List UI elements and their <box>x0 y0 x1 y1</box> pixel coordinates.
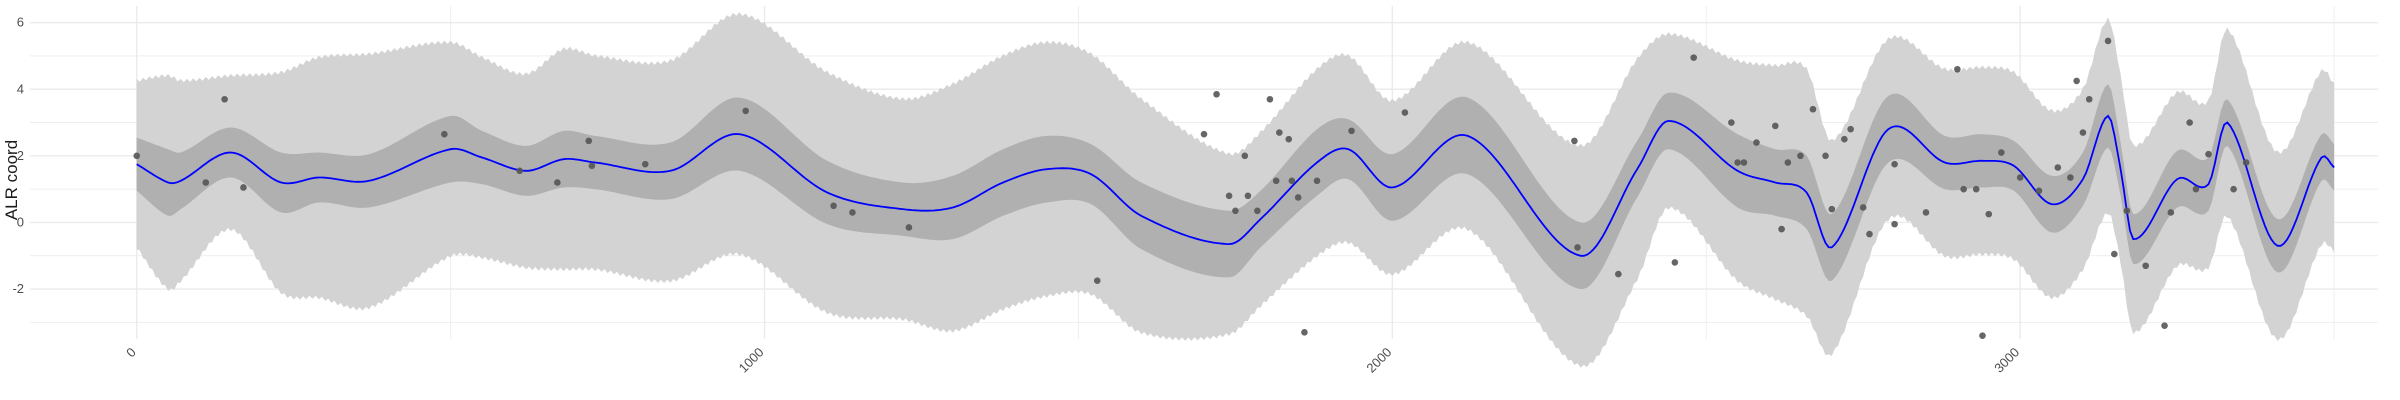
observation-point <box>1093 277 1101 285</box>
observation-point <box>1998 149 2005 156</box>
observation-point <box>2079 129 2087 136</box>
observation-point <box>585 137 593 145</box>
observation-point <box>1859 204 1867 211</box>
observation-point <box>240 184 247 191</box>
observation-point <box>1288 177 1296 185</box>
x-tick-label: 2000 <box>1363 345 1394 376</box>
y-tick-label: 6 <box>17 15 24 30</box>
observation-point <box>2167 209 2175 216</box>
observation-point <box>641 160 649 168</box>
observation-point <box>1301 329 1308 336</box>
observation-point <box>1891 160 1898 168</box>
observation-point <box>1734 159 1741 166</box>
observation-point <box>1313 177 1321 185</box>
observation-point <box>1809 105 1817 113</box>
observation-point <box>1294 194 1302 201</box>
observation-point <box>1740 159 1748 166</box>
observation-point <box>1728 119 1735 126</box>
y-tick-label: 4 <box>17 81 24 96</box>
observation-point <box>2230 185 2237 193</box>
observation-point <box>2054 164 2062 171</box>
x-tick-label: 1000 <box>736 345 767 376</box>
observation-point <box>1891 220 1898 228</box>
y-axis-title: ALR coord <box>2 140 21 220</box>
observation-point <box>1841 135 1848 143</box>
observation-point <box>849 209 856 216</box>
observation-point <box>1922 209 1930 216</box>
observation-point <box>588 162 596 170</box>
mean-line <box>136 114 2335 257</box>
observation-point <box>1213 90 1220 98</box>
observation-point <box>1225 192 1233 200</box>
observation-point <box>1571 137 1578 145</box>
observation-point <box>1401 109 1409 116</box>
observation-point <box>441 130 448 138</box>
observation-point <box>2067 174 2074 181</box>
observation-point <box>2085 95 2093 103</box>
x-tick-label: 3000 <box>1991 345 2022 376</box>
observation-point <box>1241 152 1249 160</box>
observation-point <box>2242 159 2250 166</box>
observation-point <box>133 152 141 160</box>
observation-point <box>2016 174 2024 181</box>
observation-point <box>2104 37 2112 45</box>
observation-point <box>742 107 750 115</box>
observation-point <box>1960 185 1967 193</box>
observation-point <box>1847 125 1854 133</box>
observation-point <box>1828 205 1836 213</box>
observation-point <box>2186 119 2193 126</box>
observation-point <box>554 179 561 186</box>
observation-point <box>1772 122 1779 130</box>
confidence-bands <box>136 12 2335 368</box>
observation-point <box>2192 185 2200 193</box>
observation-point <box>1778 225 1785 233</box>
observation-point <box>1797 152 1804 160</box>
observation-point <box>221 95 228 103</box>
inner-confidence-band <box>136 84 2335 290</box>
observation-point <box>1972 185 1980 193</box>
observation-point <box>905 224 913 231</box>
x-tick-label: 0 <box>123 345 139 361</box>
observation-point <box>1200 130 1208 138</box>
mean-curve <box>136 114 2335 257</box>
observation-point <box>1285 135 1293 143</box>
observation-point <box>2161 322 2168 329</box>
observation-point <box>830 202 837 210</box>
observation-point <box>1348 127 1355 135</box>
observation-point <box>1690 54 1697 61</box>
observation-point <box>2111 250 2118 258</box>
y-tick-label: 2 <box>17 148 24 163</box>
outer-confidence-band <box>136 12 2335 368</box>
observation-point <box>1822 152 1829 160</box>
observation-point <box>1574 244 1581 251</box>
observation-point <box>1985 210 1993 218</box>
observation-point <box>1753 139 1760 146</box>
observation-point <box>1979 332 1986 339</box>
y-tick-label: -2 <box>12 281 24 296</box>
observation-points <box>133 37 2250 339</box>
observation-point <box>1784 159 1792 166</box>
observation-point <box>1272 177 1280 185</box>
observation-point <box>2073 77 2080 85</box>
y-tick-label: 0 <box>17 214 24 229</box>
observation-point <box>1615 270 1622 278</box>
observation-point <box>516 167 523 175</box>
observation-point <box>2123 207 2131 215</box>
observation-point <box>1954 65 1961 73</box>
observation-point <box>1276 129 1283 136</box>
observation-point <box>2142 262 2150 270</box>
observation-point <box>1254 207 1261 215</box>
observation-point <box>1866 230 1873 238</box>
observation-point <box>1671 259 1679 266</box>
observation-point <box>2205 150 2212 158</box>
observation-point <box>1232 207 1239 215</box>
observation-point <box>2035 187 2043 195</box>
observation-point <box>202 179 210 186</box>
observation-point <box>1266 95 1274 103</box>
observation-point <box>1244 192 1252 200</box>
